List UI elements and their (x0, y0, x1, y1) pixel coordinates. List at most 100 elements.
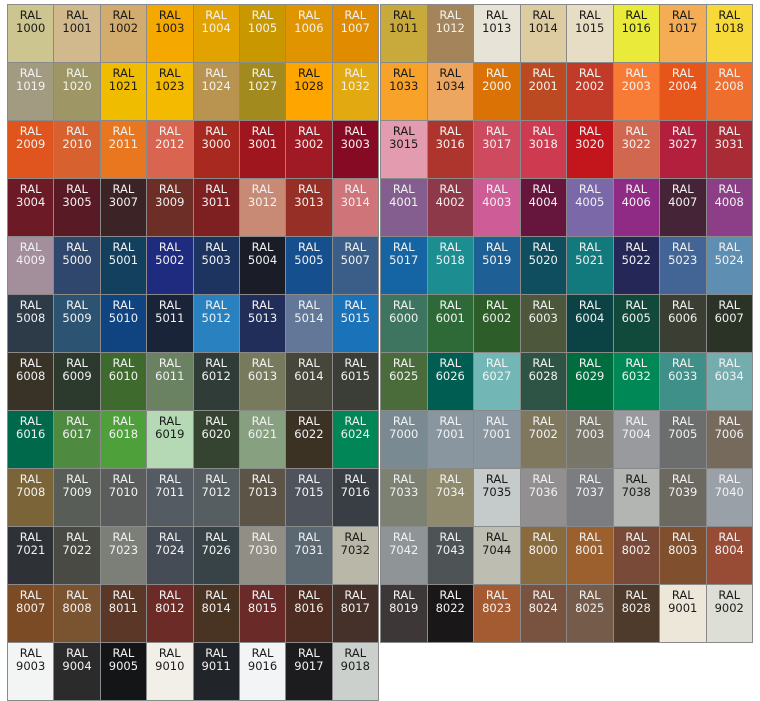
color-swatch-ral-6013: RAL 6013 (239, 353, 286, 410)
swatch-code: 7004 (621, 427, 651, 441)
swatch-code: 7012 (201, 485, 231, 499)
swatch-code: 1013 (482, 21, 512, 35)
color-swatch-ral-8028: RAL 8028 (613, 585, 659, 642)
swatch-code: 5017 (389, 253, 419, 267)
color-swatch-ral-3002: RAL 3002 (286, 121, 332, 178)
color-swatch-ral-5008: RAL 5008 (8, 295, 54, 352)
color-swatch-ral-5014: RAL 5014 (286, 295, 332, 352)
swatch-prefix: RAL (344, 124, 367, 138)
color-swatch-ral-1027: RAL 1027 (239, 63, 286, 120)
swatch-code: 7039 (668, 485, 698, 499)
swatch-prefix: RAL (66, 298, 88, 312)
color-swatch-ral-1002: RAL 1002 (100, 5, 147, 62)
swatch-code: 6027 (482, 369, 512, 383)
swatch-code: 5013 (247, 311, 278, 325)
color-swatch-ral-5000: RAL 5000 (54, 237, 100, 294)
color-swatch-ral-3004: RAL 3004 (8, 179, 54, 236)
color-swatch-ral-3015: RAL 3015 (381, 121, 427, 178)
swatch-prefix: RAL (205, 124, 228, 138)
swatch-prefix: RAL (625, 472, 648, 486)
swatch-code: 8022 (435, 601, 465, 615)
swatch-code: 6002 (482, 311, 512, 325)
swatch-code: 6005 (621, 311, 651, 325)
swatch-prefix: RAL (251, 124, 274, 138)
color-swatch-ral-3007: RAL 3007 (100, 179, 147, 236)
swatch-code: 5011 (155, 311, 185, 325)
swatch-prefix: RAL (66, 472, 88, 486)
swatch-code: 7005 (668, 427, 698, 441)
color-swatch-ral-5020: RAL 5020 (520, 237, 566, 294)
swatch-code: 4005 (575, 195, 605, 209)
color-swatch-ral-1023: RAL 1023 (147, 63, 193, 120)
swatch-code: 5000 (62, 253, 92, 267)
swatch-code: 5010 (108, 311, 139, 325)
swatch-code: 6025 (389, 369, 419, 383)
swatch-code: 5001 (108, 253, 139, 267)
swatch-prefix: RAL (392, 588, 415, 602)
color-swatch-ral-8007: RAL 8007 (8, 585, 54, 642)
color-swatch-ral-5010: RAL 5010 (100, 295, 147, 352)
swatch-code: 1015 (575, 21, 605, 35)
color-swatch-ral-7043: RAL 7043 (427, 527, 473, 584)
swatch-code: 3009 (155, 195, 185, 209)
swatch-code: 2008 (714, 79, 744, 93)
swatch-prefix: RAL (532, 588, 555, 602)
swatch-prefix: RAL (485, 472, 508, 486)
swatch-prefix: RAL (485, 182, 508, 196)
color-swatch-ral-5003: RAL 5003 (193, 237, 239, 294)
swatch-code: 6004 (575, 311, 605, 325)
color-swatch-ral-2000: RAL 2000 (474, 63, 520, 120)
swatch-code: 1002 (108, 21, 139, 35)
color-swatch-ral-2010: RAL 2010 (54, 121, 100, 178)
color-swatch-ral-5007: RAL 5007 (332, 237, 378, 294)
swatch-prefix: RAL (19, 8, 42, 22)
color-swatch-ral-9005: RAL 9005 (100, 643, 147, 700)
swatch-code: 7011 (155, 485, 185, 499)
swatch-code: 7042 (389, 543, 419, 557)
color-swatch-ral-8012: RAL 8012 (147, 585, 193, 642)
swatch-code: 8024 (528, 601, 558, 615)
swatch-prefix: RAL (158, 298, 181, 312)
swatch-code: 8011 (108, 601, 139, 615)
swatch-code: 6019 (155, 427, 185, 441)
swatch-prefix: RAL (298, 240, 320, 254)
swatch-code: 5005 (294, 253, 324, 267)
swatch-code: 1004 (201, 21, 231, 35)
swatch-prefix: RAL (344, 356, 367, 370)
color-swatch-ral-1015: RAL 1015 (567, 5, 613, 62)
color-swatch-ral-7022: RAL 7022 (54, 527, 100, 584)
swatch-code: 7044 (482, 543, 512, 557)
swatch-prefix: RAL (392, 66, 415, 80)
color-swatch-ral-9010: RAL 9010 (147, 643, 193, 700)
swatch-prefix: RAL (205, 530, 228, 544)
color-swatch-ral-5021: RAL 5021 (567, 237, 613, 294)
swatch-code: 7026 (201, 543, 231, 557)
swatch-prefix: RAL (671, 414, 694, 428)
swatch-prefix: RAL (671, 530, 694, 544)
swatch-code: 3014 (340, 195, 370, 209)
swatch-prefix: RAL (251, 8, 274, 22)
swatch-code: 1006 (294, 21, 324, 35)
swatch-prefix: RAL (439, 298, 462, 312)
swatch-code: 6012 (201, 369, 231, 383)
swatch-code: 3022 (621, 137, 651, 151)
color-swatch-ral-5011: RAL 5011 (147, 295, 193, 352)
swatch-prefix: RAL (344, 8, 367, 22)
color-swatch-ral-1024: RAL 1024 (193, 63, 239, 120)
swatch-prefix: RAL (66, 356, 88, 370)
swatch-prefix: RAL (205, 298, 228, 312)
swatch-code: 7030 (247, 543, 278, 557)
swatch-code: 8012 (155, 601, 185, 615)
color-swatch-ral-2011: RAL 2011 (100, 121, 147, 178)
swatch-prefix: RAL (578, 356, 601, 370)
swatch-prefix: RAL (671, 472, 694, 486)
color-swatch-ral-7031: RAL 7031 (286, 527, 332, 584)
swatch-code: 5024 (714, 253, 744, 267)
color-swatch-ral-1019: RAL 1019 (8, 63, 54, 120)
swatch-code: 1027 (247, 79, 278, 93)
swatch-prefix: RAL (578, 588, 601, 602)
color-swatch-ral-4003: RAL 4003 (474, 179, 520, 236)
color-swatch-ral-1020: RAL 1020 (54, 63, 100, 120)
swatch-code: 6033 (668, 369, 698, 383)
color-swatch-ral-8000: RAL 8000 (520, 527, 566, 584)
